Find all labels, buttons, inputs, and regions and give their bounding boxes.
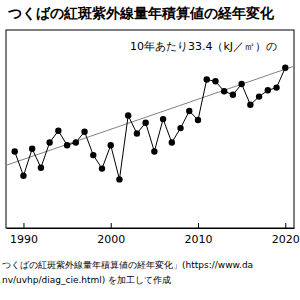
data-point: [265, 87, 271, 93]
x-tick-mark: [23, 223, 24, 228]
data-point: [125, 112, 131, 118]
x-tick-label: 2010: [185, 233, 213, 246]
data-point: [177, 125, 183, 131]
data-point: [221, 88, 227, 94]
data-point: [29, 146, 35, 152]
data-point: [64, 142, 70, 148]
data-point: [116, 176, 122, 182]
data-point: [108, 142, 114, 148]
data-point: [204, 76, 210, 82]
data-point: [12, 148, 18, 154]
chart: つくばの紅斑紫外線量年積算値の経年変化 1990 2000 2010 2020 10年あた…: [0, 0, 300, 300]
data-point: [38, 165, 44, 171]
x-tick-mark: [198, 223, 199, 228]
x-tick-label: 2020: [272, 233, 300, 246]
x-tick-label: 1990: [10, 233, 38, 246]
data-point: [20, 173, 26, 179]
data-point: [99, 165, 105, 171]
data-point: [212, 78, 218, 84]
x-tick: 2010: [185, 223, 213, 246]
x-tick-label: 2000: [97, 233, 125, 246]
x-axis: 1990 2000 2010 2020: [7, 223, 300, 246]
x-tick: 1990: [10, 223, 38, 246]
data-point: [160, 116, 166, 122]
data-point: [238, 81, 244, 87]
x-axis-line: [7, 228, 295, 229]
x-tick: 2000: [97, 223, 125, 246]
trend-line: [6, 66, 294, 165]
data-point: [186, 108, 192, 114]
data-point: [282, 65, 288, 71]
data-point: [142, 120, 148, 126]
data-point: [55, 128, 61, 134]
x-tick: 2020: [272, 223, 300, 246]
data-point: [134, 130, 140, 136]
data-point: [230, 92, 236, 98]
data-point: [46, 139, 52, 145]
x-tick-mark: [111, 223, 112, 228]
data-point: [73, 139, 79, 145]
data-point: [151, 148, 157, 154]
plot-marks: [6, 65, 294, 183]
source-note: nv/uvhp/diag_cie.html) を加工して作成: [2, 275, 171, 285]
data-point: [256, 93, 262, 99]
title: つくばの紅斑紫外線量年積算値の経年変化: [7, 5, 275, 21]
data-point: [90, 152, 96, 158]
data-point: [247, 102, 253, 108]
data-point: [273, 84, 279, 90]
data-point: [195, 117, 201, 123]
series-line: [15, 68, 286, 180]
source-note: つくばの紅斑紫外線量年積算値の経年変化」(https://www.da: [2, 260, 253, 270]
annotation: 10年あたり33.4（kJ／㎡）の: [130, 40, 277, 53]
plot-frame: [6, 30, 294, 228]
data-point: [81, 129, 87, 135]
data-point: [169, 139, 175, 145]
x-tick-mark: [285, 223, 286, 228]
